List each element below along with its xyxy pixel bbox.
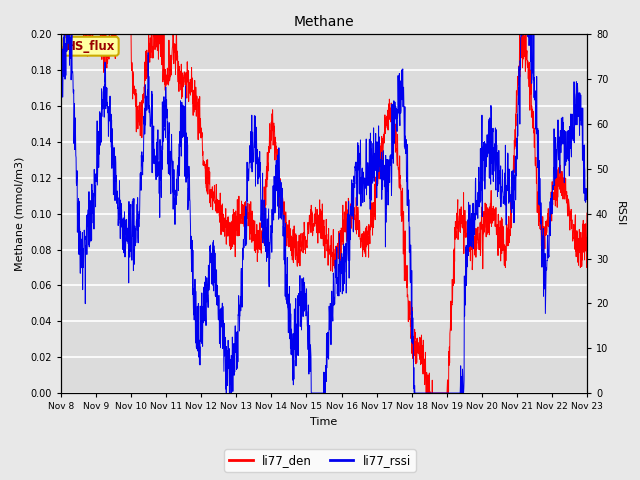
li77_den — [422, 390, 430, 396]
X-axis label: Time: Time — [310, 417, 338, 427]
li77_den — [568, 227, 576, 232]
Title: Methane: Methane — [294, 15, 355, 29]
Legend: li77_den, li77_rssi: li77_den, li77_rssi — [224, 449, 416, 472]
li77_rssi — [583, 196, 591, 202]
Line: li77_den: li77_den — [61, 35, 587, 393]
li77_rssi — [57, 95, 65, 100]
li77_rssi — [472, 175, 479, 181]
Y-axis label: Methane (mmol/m3): Methane (mmol/m3) — [15, 156, 25, 271]
li77_den — [61, 32, 68, 37]
li77_den — [583, 210, 591, 216]
li77_den — [568, 217, 576, 223]
li77_rssi — [568, 131, 576, 137]
li77_den — [472, 226, 479, 231]
li77_rssi — [300, 276, 307, 282]
Y-axis label: RSSI: RSSI — [615, 201, 625, 226]
li77_den — [313, 206, 321, 212]
li77_den — [57, 76, 65, 82]
li77_den — [300, 249, 307, 254]
li77_rssi — [223, 390, 230, 396]
li77_rssi — [60, 32, 68, 37]
li77_rssi — [84, 207, 92, 213]
li77_rssi — [314, 390, 321, 396]
Text: HS_flux: HS_flux — [67, 40, 116, 53]
Line: li77_rssi: li77_rssi — [61, 35, 587, 393]
li77_rssi — [568, 111, 576, 117]
li77_den — [84, 45, 92, 51]
